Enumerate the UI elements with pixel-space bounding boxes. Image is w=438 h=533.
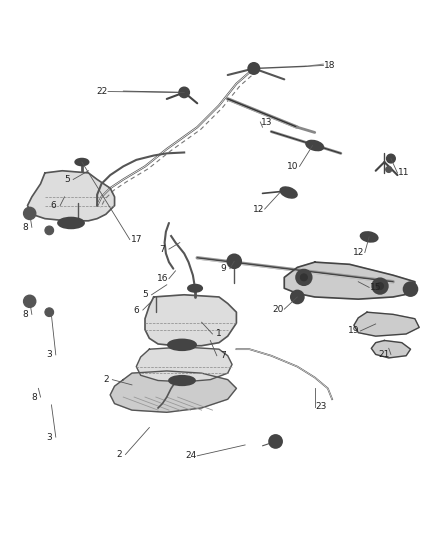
- Ellipse shape: [360, 232, 378, 242]
- Text: 8: 8: [31, 393, 37, 401]
- Circle shape: [24, 207, 36, 220]
- Ellipse shape: [58, 217, 84, 229]
- Text: 7: 7: [159, 245, 165, 254]
- Text: 8: 8: [22, 310, 28, 319]
- Text: 23: 23: [316, 402, 327, 411]
- Ellipse shape: [168, 340, 196, 350]
- Polygon shape: [110, 371, 237, 413]
- Circle shape: [291, 290, 304, 303]
- Text: 11: 11: [398, 168, 410, 177]
- Text: 1: 1: [216, 329, 222, 338]
- Text: 3: 3: [46, 350, 52, 359]
- Polygon shape: [284, 262, 415, 299]
- Text: 22: 22: [96, 87, 107, 96]
- Polygon shape: [354, 312, 419, 336]
- Text: 6: 6: [51, 201, 57, 210]
- Polygon shape: [28, 171, 115, 221]
- Ellipse shape: [75, 159, 88, 165]
- Text: 17: 17: [131, 235, 142, 244]
- Circle shape: [296, 270, 312, 285]
- Polygon shape: [371, 341, 410, 358]
- Text: 19: 19: [348, 326, 360, 335]
- Text: 6: 6: [134, 305, 139, 314]
- Text: 10: 10: [287, 162, 299, 171]
- Text: 12: 12: [353, 248, 364, 257]
- Circle shape: [372, 278, 388, 294]
- Polygon shape: [136, 347, 232, 382]
- Ellipse shape: [306, 141, 323, 150]
- Text: 24: 24: [185, 451, 196, 461]
- Text: 5: 5: [64, 175, 70, 184]
- Text: 3: 3: [46, 433, 52, 442]
- Circle shape: [300, 274, 307, 281]
- Circle shape: [45, 226, 53, 235]
- Text: 21: 21: [379, 350, 390, 359]
- Text: 12: 12: [252, 205, 264, 214]
- Circle shape: [24, 295, 36, 308]
- Ellipse shape: [169, 376, 195, 385]
- Text: 8: 8: [22, 223, 28, 232]
- Text: 16: 16: [157, 274, 168, 283]
- Ellipse shape: [188, 285, 202, 292]
- Circle shape: [387, 154, 395, 163]
- Text: 18: 18: [324, 61, 336, 70]
- Circle shape: [269, 435, 282, 448]
- Circle shape: [179, 87, 189, 98]
- Circle shape: [45, 308, 53, 317]
- Circle shape: [248, 63, 259, 74]
- Ellipse shape: [280, 187, 297, 198]
- Text: 9: 9: [220, 264, 226, 273]
- Text: 2: 2: [116, 450, 122, 459]
- Text: 20: 20: [272, 305, 283, 313]
- Text: 13: 13: [261, 117, 272, 126]
- Circle shape: [403, 282, 417, 296]
- Text: 2: 2: [103, 375, 109, 384]
- Text: 15: 15: [370, 283, 381, 292]
- Circle shape: [227, 254, 241, 268]
- Polygon shape: [145, 295, 237, 346]
- Text: 7: 7: [220, 351, 226, 360]
- Text: 5: 5: [142, 290, 148, 300]
- Circle shape: [377, 282, 384, 289]
- Circle shape: [386, 166, 392, 173]
